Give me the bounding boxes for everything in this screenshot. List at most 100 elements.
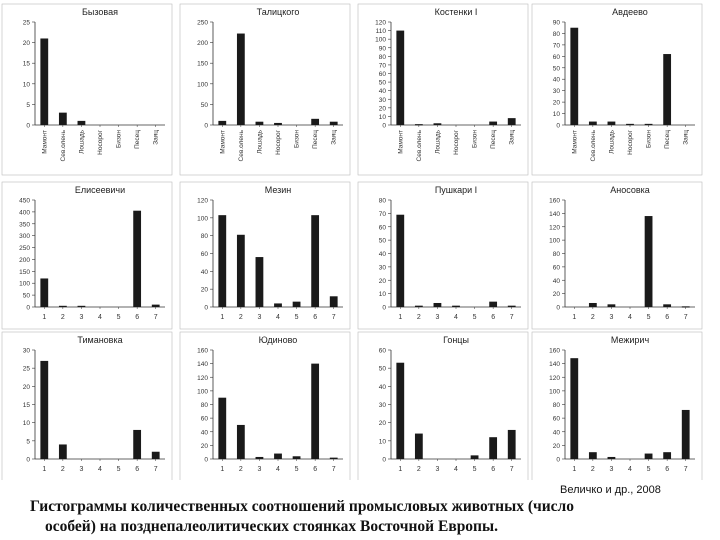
y-tick-label: 40	[201, 429, 209, 436]
bar	[396, 214, 405, 307]
y-tick-label: 40	[201, 269, 209, 276]
bar	[607, 304, 616, 307]
y-tick-label: 0	[26, 305, 30, 312]
y-tick-label: 30	[379, 264, 387, 271]
y-tick-label: 90	[553, 20, 561, 27]
y-tick-label: 110	[376, 28, 387, 35]
bar	[607, 456, 616, 459]
y-tick-label: 80	[553, 251, 561, 258]
bar	[77, 305, 86, 308]
category-label: 7	[154, 314, 158, 321]
y-tick-label: 200	[19, 257, 30, 264]
y-tick-label: 15	[23, 402, 31, 409]
y-tick-label: 0	[204, 305, 208, 312]
chart-title: Межирич	[611, 335, 650, 345]
bar	[329, 457, 338, 459]
category-label: 7	[510, 314, 514, 321]
y-tick-label: 300	[19, 233, 30, 240]
bar	[311, 215, 320, 307]
y-tick-label: 15	[23, 61, 31, 68]
category-label: 6	[135, 314, 139, 321]
bar	[663, 452, 672, 459]
bar	[236, 424, 245, 459]
y-tick-label: 20	[23, 40, 31, 47]
chart-2: Талицкого 0 50 100 150 200 250 Мамонт Сев.олень Л…	[179, 3, 351, 176]
y-tick-label: 200	[197, 40, 208, 47]
category-label: 1	[220, 466, 224, 473]
category-label: 5	[647, 314, 651, 321]
y-tick-label: 150	[197, 61, 208, 68]
y-tick-label: 20	[201, 443, 209, 450]
y-tick-label: 250	[19, 245, 30, 252]
bar	[414, 124, 423, 126]
bar	[644, 123, 653, 126]
y-tick-label: 100	[549, 238, 560, 245]
chart-title: Юдиново	[259, 335, 298, 345]
y-tick-label: 80	[201, 402, 209, 409]
bar	[292, 301, 301, 307]
bar	[236, 33, 245, 126]
category-label: Мамонт	[571, 130, 578, 154]
y-tick-label: 0	[26, 123, 30, 130]
bar	[414, 305, 423, 307]
y-tick-label: 20	[553, 291, 561, 298]
category-label: 4	[628, 466, 632, 473]
y-tick-label: 20	[553, 443, 561, 450]
figure-credit: Величко и др., 2008	[560, 484, 661, 496]
category-label: 5	[647, 466, 651, 473]
category-label: 1	[572, 314, 576, 321]
category-label: 6	[135, 466, 139, 473]
y-tick-label: 10	[553, 111, 561, 118]
bar	[681, 306, 690, 308]
category-label: Песец	[134, 130, 141, 149]
y-tick-label: 90	[379, 45, 387, 52]
category-label: 6	[665, 314, 669, 321]
chart-title: Елисеевичи	[75, 185, 125, 195]
y-tick-label: 0	[556, 305, 560, 312]
y-tick-label: 70	[379, 211, 387, 218]
y-tick-label: 10	[379, 438, 387, 445]
category-label: 3	[609, 466, 613, 473]
bar	[414, 433, 423, 459]
chart-5: Елисеевичи 0 50 100 150 200 250 300 350 400 450 1 2 3…	[1, 181, 173, 330]
y-tick-label: 30	[379, 97, 387, 104]
y-tick-label: 60	[201, 416, 209, 423]
chart-frame	[357, 181, 529, 330]
bar	[329, 296, 338, 307]
bar	[570, 27, 579, 125]
category-label: 3	[435, 314, 439, 321]
category-label: 3	[79, 466, 83, 473]
y-tick-label: 0	[204, 123, 208, 130]
bar	[58, 444, 67, 459]
category-label: 7	[510, 466, 514, 473]
y-tick-label: 10	[23, 420, 31, 427]
category-label: 5	[473, 466, 477, 473]
category-label: Сев.олень	[590, 129, 597, 161]
y-tick-label: 80	[553, 402, 561, 409]
category-label: Сев.олень	[416, 129, 423, 161]
chart-frame	[179, 331, 351, 480]
y-tick-label: 120	[549, 375, 560, 382]
bar	[489, 121, 498, 125]
category-label: 1	[42, 314, 46, 321]
bar	[255, 121, 264, 125]
y-tick-label: 60	[379, 224, 387, 231]
y-tick-label: 350	[19, 221, 30, 228]
category-label: 2	[61, 466, 65, 473]
y-tick-label: 0	[382, 305, 386, 312]
bar	[507, 118, 516, 125]
category-label: 7	[684, 314, 688, 321]
y-tick-label: 50	[379, 366, 387, 373]
bar	[489, 301, 498, 307]
y-tick-label: 30	[379, 402, 387, 409]
chart-frame	[179, 3, 351, 176]
bar	[507, 305, 516, 307]
y-tick-label: 20	[201, 287, 209, 294]
category-label: Песец	[664, 130, 671, 149]
y-tick-label: 140	[549, 211, 560, 218]
y-tick-label: 10	[23, 81, 31, 88]
y-tick-label: 0	[556, 123, 560, 130]
category-label: Заяц	[683, 130, 690, 145]
category-label: Носорог	[627, 129, 634, 154]
category-label: 4	[276, 314, 280, 321]
